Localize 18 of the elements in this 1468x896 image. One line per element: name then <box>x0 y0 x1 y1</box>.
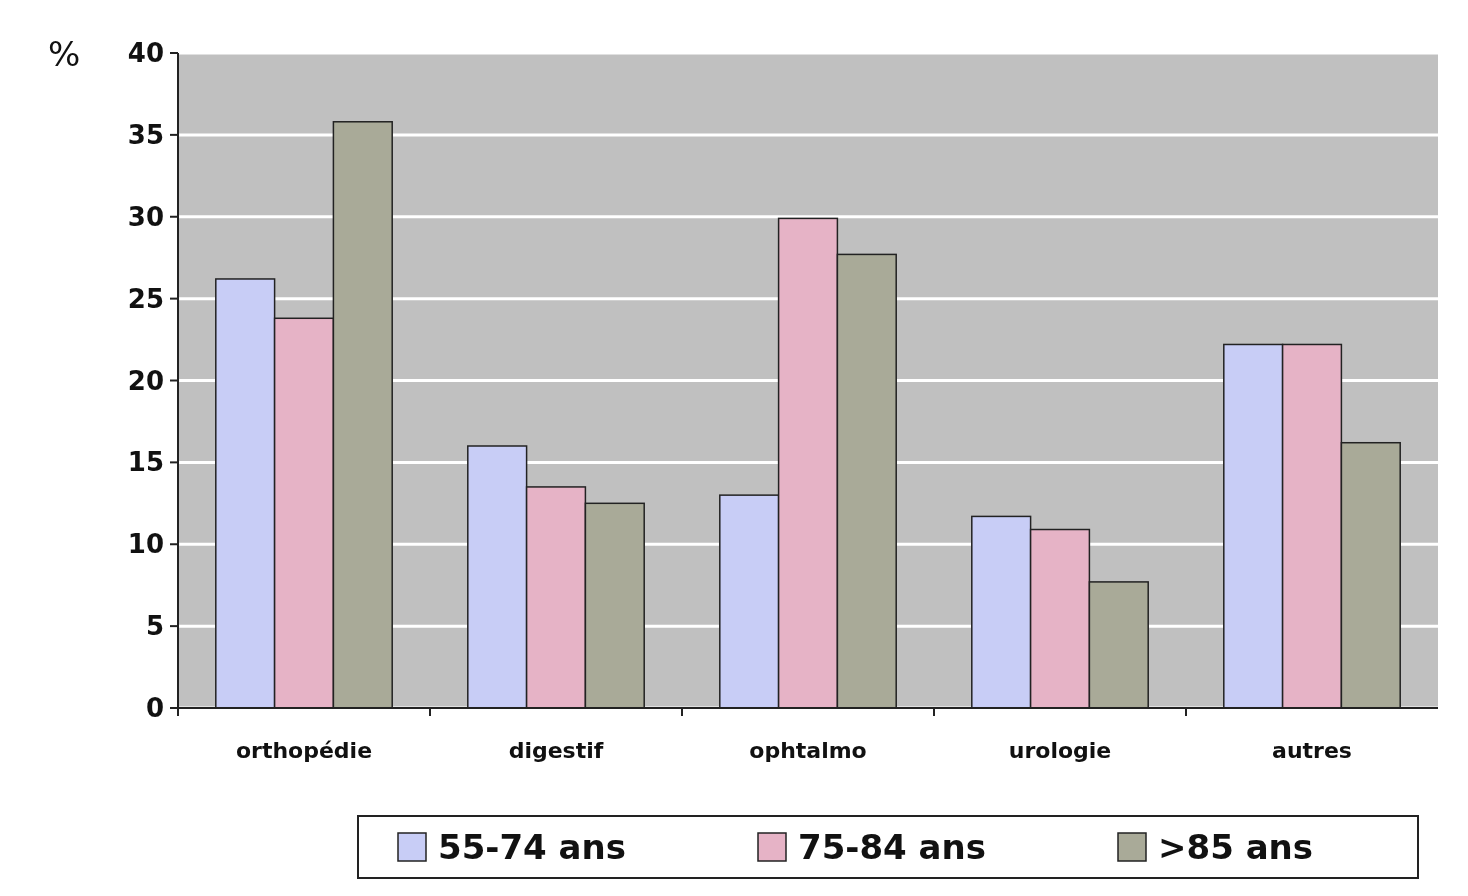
x-tick-label: urologie <box>1008 738 1112 763</box>
y-axis-title: % <box>48 34 81 74</box>
y-tick-label: 40 <box>127 38 164 69</box>
x-tick-label: ophtalmo <box>749 738 867 763</box>
x-tick-label: digestif <box>508 738 604 763</box>
y-tick-label: 30 <box>127 201 164 232</box>
legend-label: >85 ans <box>1158 826 1314 867</box>
y-tick-label: 35 <box>127 119 164 150</box>
legend-label: 55-74 ans <box>438 826 626 867</box>
y-tick-label: 25 <box>127 283 164 314</box>
y-tick-label: 5 <box>145 611 164 642</box>
y-tick-label: 0 <box>145 693 164 724</box>
y-tick-label: 20 <box>127 365 164 396</box>
y-tick-label: 10 <box>127 529 164 560</box>
y-tick-label: 15 <box>127 447 164 478</box>
legend-label: 75-84 ans <box>798 826 986 867</box>
x-tick-label: autres <box>1272 738 1352 763</box>
x-tick-label: orthopédie <box>235 738 373 763</box>
